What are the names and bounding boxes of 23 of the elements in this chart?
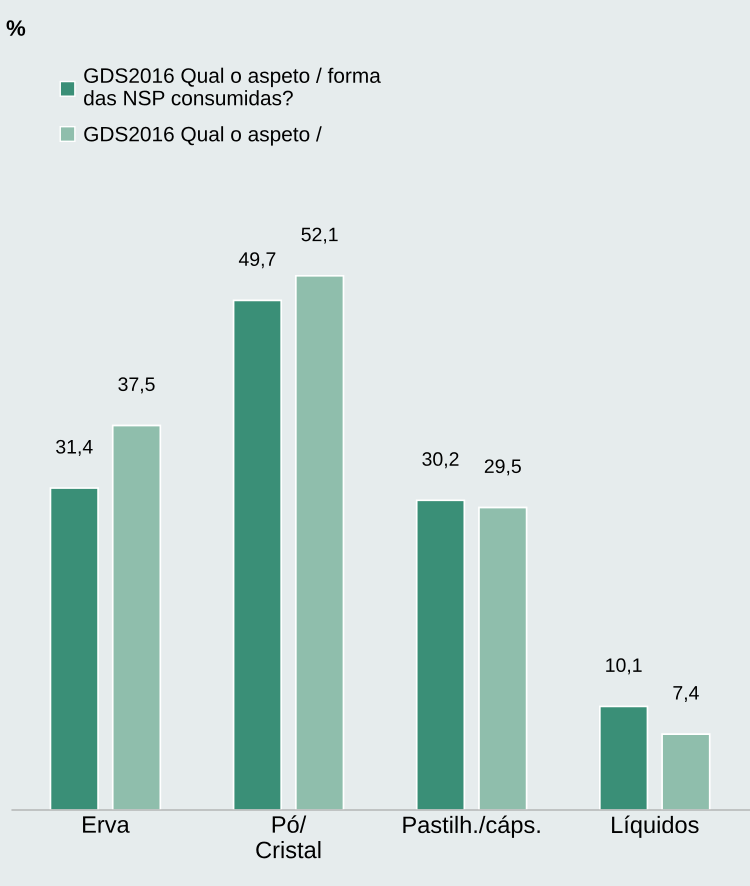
data-label: 52,1 [302,228,338,244]
bar [599,706,648,810]
legend-label: GDS2016 Qual o aspeto / forma das NSP consumidas? [84,68,381,106]
bar [661,733,711,810]
x-tick-label: Erva [83,816,130,833]
data-label: 30,2 [422,452,458,468]
data-label: 29,5 [484,459,521,476]
data-label: 7,4 [673,686,699,702]
bar [232,300,282,810]
x-tick-label: Líquidos [612,816,699,838]
data-label: 10,1 [606,658,642,674]
text: % [6,20,26,36]
x-tick-label: Pastilh./cáps. [403,816,540,838]
data-label: 31,4 [56,440,93,456]
bar [416,500,466,810]
bar [295,274,344,810]
data-label: 37,5 [118,377,155,394]
legend-label: GDS2016 Qual o aspeto / [84,126,322,146]
bar [50,487,99,810]
bar [478,506,528,810]
bar [112,424,162,810]
x-tick-label: Pó/ Cristal [256,815,320,858]
data-label: 49,7 [238,252,276,268]
